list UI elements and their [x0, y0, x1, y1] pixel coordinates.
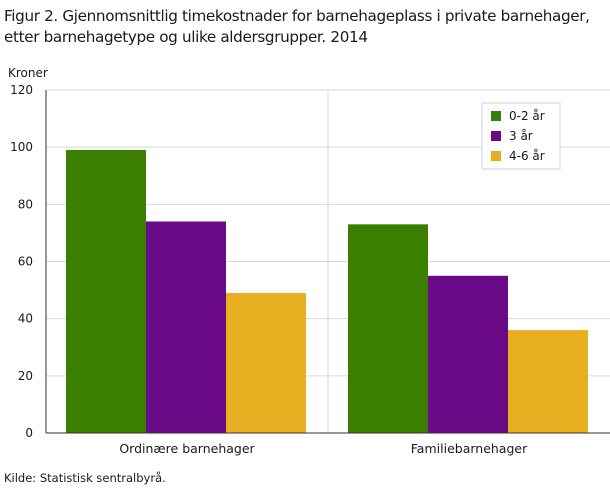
- axes: 0 20 40 60 80 100 120 Ordinære barnehager Famili…: [10, 83, 610, 456]
- y-tick-label-60: 60: [18, 255, 33, 269]
- bar-0-1: [146, 221, 226, 433]
- bars: [66, 150, 588, 433]
- x-tick-label-1: Familiebarnehager: [411, 441, 528, 456]
- legend-swatch-2: [491, 151, 501, 161]
- source-note: Kilde: Statistisk sentralbyrå.: [4, 471, 166, 485]
- bar-1-1: [428, 275, 508, 433]
- bar-1-2: [508, 330, 588, 433]
- y-tick-label-0: 0: [25, 426, 33, 440]
- chart-title: Figur 2. Gjennomsnittlig timekostnader f…: [4, 7, 590, 46]
- y-tick-label-20: 20: [18, 369, 33, 383]
- legend-label-1: 3 år: [509, 129, 533, 143]
- y-tick-label-120: 120: [10, 83, 33, 97]
- bar-0-2: [226, 292, 306, 433]
- legend-swatch-0: [491, 111, 501, 121]
- bar-0-0: [66, 150, 146, 433]
- legend-swatch-1: [491, 131, 501, 141]
- legend-label-2: 4-6 år: [509, 149, 545, 163]
- legend-label-0: 0-2 år: [509, 109, 545, 123]
- y-axis-label: Kroner: [8, 66, 48, 80]
- x-tick-label-0: Ordinære barnehager: [119, 441, 255, 456]
- y-tick-label-80: 80: [18, 197, 33, 211]
- y-tick-label-40: 40: [18, 312, 33, 326]
- bar-1-0: [348, 224, 428, 433]
- y-tick-label-100: 100: [10, 140, 33, 154]
- legend[interactable]: 0-2 år 3 år 4-6 år: [481, 102, 561, 170]
